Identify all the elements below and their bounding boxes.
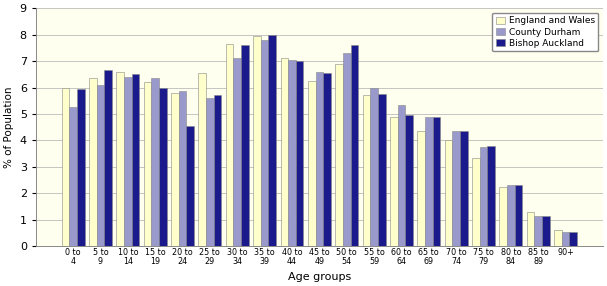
Bar — [561, 232, 569, 246]
Bar — [178, 92, 186, 246]
Bar — [288, 60, 296, 246]
Bar — [452, 131, 460, 246]
Bar — [214, 96, 222, 246]
Bar — [124, 77, 132, 246]
Bar — [206, 98, 214, 246]
Bar — [171, 93, 178, 246]
Bar — [308, 81, 316, 246]
Legend: England and Wales, County Durham, Bishop Auckland: England and Wales, County Durham, Bishop… — [492, 13, 599, 51]
Bar — [296, 61, 304, 246]
Bar — [378, 94, 385, 246]
X-axis label: Age groups: Age groups — [288, 272, 351, 282]
Bar — [69, 107, 77, 246]
Bar — [335, 64, 343, 246]
Y-axis label: % of Population: % of Population — [4, 86, 14, 168]
Bar — [362, 96, 370, 246]
Bar — [198, 73, 206, 246]
Bar — [500, 187, 507, 246]
Bar — [280, 58, 288, 246]
Bar — [487, 146, 495, 246]
Bar — [527, 212, 534, 246]
Bar — [104, 70, 112, 246]
Bar — [226, 44, 234, 246]
Bar — [460, 131, 467, 246]
Bar — [97, 85, 104, 246]
Bar — [323, 73, 331, 246]
Bar — [425, 117, 433, 246]
Bar — [398, 105, 405, 246]
Bar — [241, 45, 249, 246]
Bar — [417, 131, 425, 246]
Bar — [62, 88, 69, 246]
Bar — [77, 89, 84, 246]
Bar — [144, 82, 151, 246]
Bar — [569, 232, 577, 246]
Bar — [534, 216, 542, 246]
Bar — [316, 72, 323, 246]
Bar — [542, 216, 550, 246]
Bar — [472, 158, 480, 246]
Bar — [554, 230, 561, 246]
Bar — [268, 35, 276, 246]
Bar — [350, 45, 358, 246]
Bar — [370, 88, 378, 246]
Bar — [234, 58, 241, 246]
Bar — [433, 117, 440, 246]
Bar — [515, 185, 523, 246]
Bar — [480, 147, 487, 246]
Bar — [405, 115, 413, 246]
Bar — [261, 40, 268, 246]
Bar — [343, 53, 350, 246]
Bar — [507, 185, 515, 246]
Bar — [132, 74, 140, 246]
Bar — [117, 72, 124, 246]
Bar — [445, 140, 452, 246]
Bar — [186, 126, 194, 246]
Bar — [159, 88, 167, 246]
Bar — [390, 117, 398, 246]
Bar — [89, 78, 97, 246]
Bar — [151, 78, 159, 246]
Bar — [253, 36, 261, 246]
